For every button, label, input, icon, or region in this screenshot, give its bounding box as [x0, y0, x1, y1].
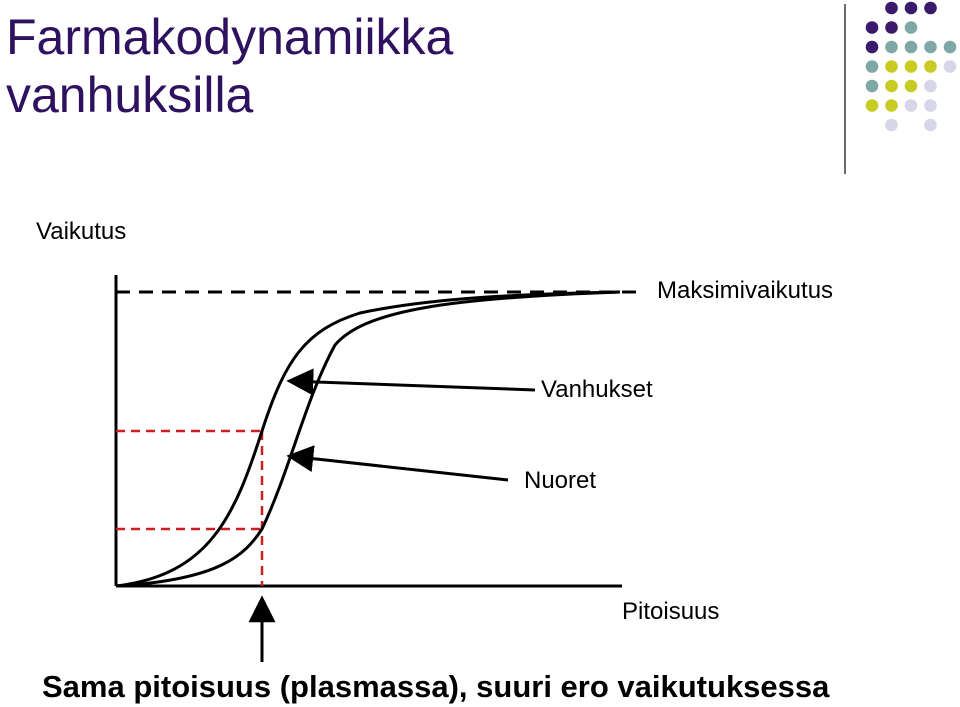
decorative-dot	[904, 1, 918, 15]
decorative-dot	[924, 1, 937, 15]
decorative-dot	[924, 60, 937, 73]
decorative-dot	[865, 21, 879, 34]
decorative-dot	[924, 99, 937, 112]
elderly-curve	[115, 290, 621, 588]
decorative-dot	[904, 21, 918, 34]
decorative-dot	[924, 40, 937, 54]
decorative-dot	[865, 40, 879, 54]
caption: Sama pitoisuus (plasmassa), suuri ero va…	[42, 669, 830, 704]
decorative-dot	[885, 99, 898, 112]
young-curve	[115, 290, 621, 588]
decorative-dot	[924, 79, 937, 93]
decorative-dot	[885, 21, 898, 34]
decorative-dot	[924, 118, 937, 132]
decorative-dot	[904, 60, 918, 73]
young-arrow	[286, 445, 509, 482]
decorative-dot	[885, 79, 898, 93]
elderly-arrow	[286, 368, 536, 396]
elderly-label: Vanhukset	[541, 376, 653, 403]
decorative-dot	[865, 99, 879, 112]
decorative-dot	[865, 60, 879, 73]
decorative-dot	[904, 79, 918, 93]
y-axis-label: Vaikutus	[36, 218, 127, 245]
young-label: Nuoret	[524, 467, 597, 494]
decorative-dot	[885, 40, 898, 54]
decorative-dot	[885, 60, 898, 73]
title-line-1: Farmakodynamiikka	[6, 9, 454, 65]
decorative-dot	[943, 60, 957, 73]
title-line-2: vanhuksilla	[6, 67, 254, 123]
page-title: Farmakodynamiikka vanhuksilla	[6, 8, 453, 124]
decorative-dot	[885, 1, 898, 15]
decorative-dot	[904, 40, 918, 54]
decorative-dot	[885, 118, 898, 132]
max-effect-label: Maksimivaikutus	[657, 277, 834, 304]
x-axis-label: Pitoisuus	[622, 598, 720, 625]
decorative-dot	[865, 79, 879, 93]
decorative-dot	[904, 99, 918, 112]
decorative-dot	[943, 40, 957, 54]
